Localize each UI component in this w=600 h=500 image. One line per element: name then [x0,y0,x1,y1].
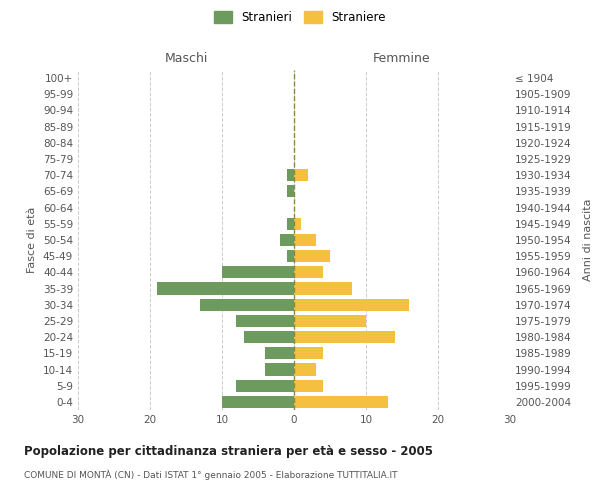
Bar [294,364,316,376]
Text: Maschi: Maschi [164,52,208,65]
Bar [294,169,308,181]
Legend: Stranieri, Straniere: Stranieri, Straniere [209,6,391,28]
Bar [265,364,294,376]
Bar [287,186,294,198]
Bar [236,315,294,327]
Bar [157,282,294,294]
Bar [294,315,366,327]
Bar [222,396,294,408]
Bar [294,234,316,246]
Y-axis label: Fasce di età: Fasce di età [28,207,37,273]
Text: Femmine: Femmine [373,52,431,65]
Bar [294,250,330,262]
Bar [294,298,409,311]
Bar [200,298,294,311]
Bar [287,169,294,181]
Text: COMUNE DI MONTÀ (CN) - Dati ISTAT 1° gennaio 2005 - Elaborazione TUTTITALIA.IT: COMUNE DI MONTÀ (CN) - Dati ISTAT 1° gen… [24,470,398,480]
Bar [294,331,395,343]
Bar [294,282,352,294]
Bar [294,380,323,392]
Bar [222,266,294,278]
Bar [280,234,294,246]
Bar [265,348,294,360]
Bar [294,266,323,278]
Bar [294,396,388,408]
Text: Popolazione per cittadinanza straniera per età e sesso - 2005: Popolazione per cittadinanza straniera p… [24,445,433,458]
Bar [294,348,323,360]
Bar [287,250,294,262]
Y-axis label: Anni di nascita: Anni di nascita [583,198,593,281]
Bar [236,380,294,392]
Bar [294,218,301,230]
Bar [244,331,294,343]
Bar [287,218,294,230]
